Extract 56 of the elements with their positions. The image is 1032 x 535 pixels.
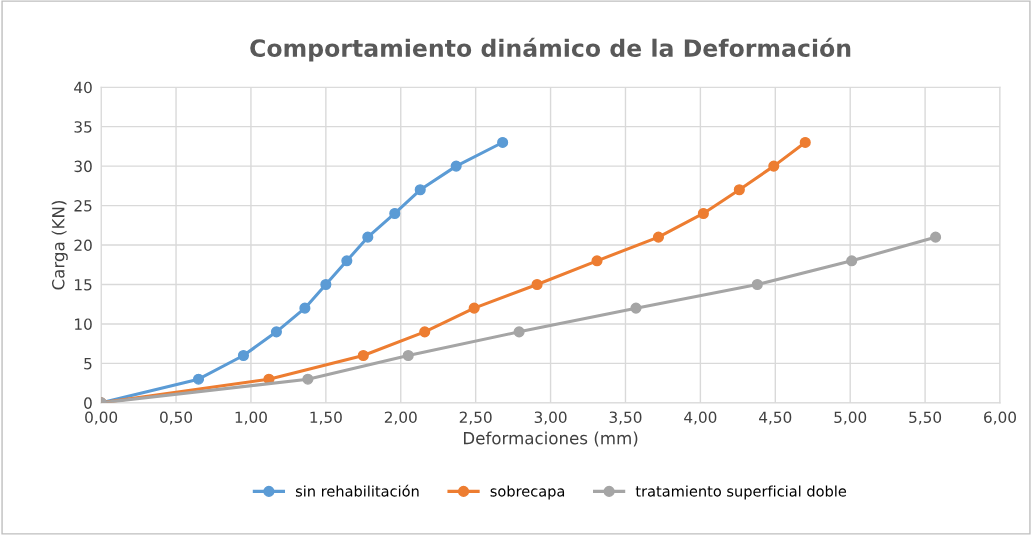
x-tick-label: 2,00: [384, 411, 417, 425]
point: [402, 349, 414, 362]
point: [468, 302, 480, 314]
legend-label: sin rehabilitación: [295, 484, 419, 497]
x-tick-label: 1,50: [310, 411, 342, 425]
x-tick-label: 3,00: [534, 411, 567, 425]
point: [320, 278, 332, 291]
x-tick-label: 1,00: [235, 411, 267, 425]
point: [697, 207, 709, 220]
y-axis-title: Carga (KN): [51, 201, 68, 290]
point: [357, 349, 369, 362]
y-tick-label: 5: [84, 358, 92, 370]
x-axis-title: Deformaciones (mm): [464, 431, 638, 447]
x-tick-label: 4,50: [759, 411, 792, 425]
point: [389, 207, 401, 220]
x-tick-label: 0,50: [160, 411, 193, 425]
point: [733, 184, 745, 196]
point: [341, 255, 353, 267]
point: [630, 302, 642, 314]
point: [652, 231, 664, 243]
x-tick-label: 5,50: [909, 411, 942, 425]
point: [270, 326, 282, 338]
y-tick-label: 20: [74, 239, 92, 252]
legend-label: sobrecapa: [490, 485, 565, 500]
y-tick-label: 0: [84, 397, 92, 409]
point: [591, 255, 603, 267]
x-tick-label: 5,00: [834, 411, 867, 425]
x-tick-label: 6,00: [984, 411, 1016, 425]
point: [237, 349, 250, 362]
point: [419, 326, 431, 338]
point: [414, 184, 426, 196]
x-tick-label: 4,00: [684, 411, 717, 425]
x-tick-label: 2,50: [459, 411, 492, 425]
point: [497, 136, 509, 149]
y-tick-label: 30: [74, 160, 92, 173]
point: [302, 373, 314, 385]
point: [362, 231, 374, 243]
chart-title: Comportamiento dinámico de la Deformación: [250, 37, 851, 62]
y-tick-label: 10: [75, 318, 92, 330]
y-tick-label: 40: [74, 81, 92, 94]
point: [799, 136, 811, 149]
y-tick-label: 35: [74, 121, 92, 133]
y-tick-label: 15: [75, 279, 92, 291]
x-tick-label: 3,50: [609, 411, 642, 425]
point: [531, 278, 543, 291]
point: [299, 302, 311, 314]
point: [846, 255, 858, 267]
point: [450, 160, 462, 172]
point: [768, 160, 780, 172]
point: [930, 231, 942, 243]
point: [513, 326, 525, 338]
point: [192, 373, 205, 385]
point: [751, 278, 763, 291]
x-tick-label: 0,00: [85, 411, 118, 425]
y-tick-label: 25: [74, 200, 92, 212]
legend-label: tratamiento superficial doble: [635, 485, 847, 500]
